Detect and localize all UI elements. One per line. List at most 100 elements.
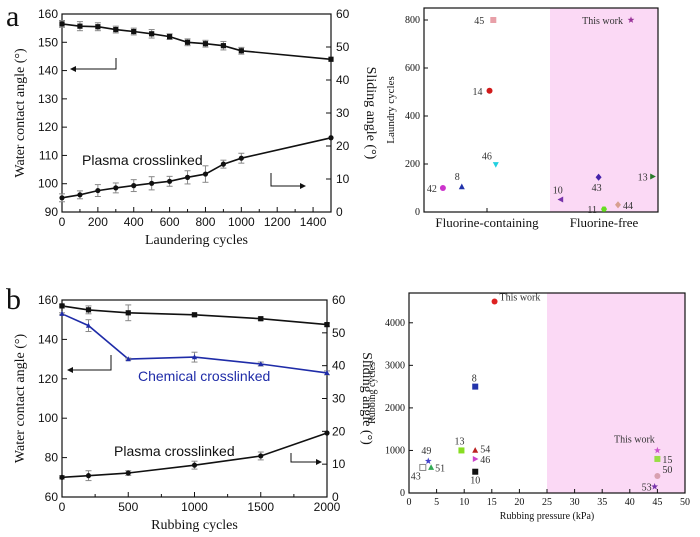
b-right-point-label: This work <box>614 434 655 445</box>
a-left-ytick-label: 110 <box>39 148 58 162</box>
a-left-point <box>59 195 65 201</box>
a-left-point <box>77 23 83 29</box>
b-right-xtick-label: 15 <box>487 497 497 508</box>
b-right-point <box>654 446 661 454</box>
b-right-point <box>651 483 659 490</box>
b-left-annotation-plasma: Plasma crosslinked <box>114 443 235 459</box>
a-right-point <box>439 185 446 191</box>
a-right-point <box>627 16 635 23</box>
a-left-arrow-right <box>270 173 302 187</box>
a-right-point-label: 14 <box>473 87 483 98</box>
a-right-point <box>492 162 499 168</box>
b-left-y2tick-label: 10 <box>332 457 346 471</box>
a-left-xtick-label: 1400 <box>300 215 327 229</box>
b-left-ytick-label: 80 <box>45 451 59 465</box>
b-left-point <box>125 470 131 476</box>
b-left-y2tick-label: 30 <box>332 392 346 406</box>
b-right-ytick-label: 2000 <box>385 403 405 414</box>
panel-label-a: a <box>6 0 20 33</box>
a-left-ytick-label: 90 <box>45 205 59 219</box>
b-right-point-label: This work <box>500 293 541 304</box>
a-right-point-label: This work <box>582 16 623 27</box>
b-left-point <box>125 356 131 362</box>
a-left-y2tick-label: 40 <box>336 73 350 87</box>
a-right-point <box>490 17 497 23</box>
a-left-y2tick-label: 10 <box>336 172 350 186</box>
b-left-point <box>125 310 131 316</box>
a-left-point <box>59 21 65 27</box>
a-right-point <box>615 201 621 209</box>
b-left-point <box>85 473 92 479</box>
b-right-point <box>428 464 435 470</box>
b-right-ytick-label: 1000 <box>385 445 405 456</box>
a-left-xtick-label: 400 <box>124 215 144 229</box>
a-right-ylabel: Laundry cycles <box>385 76 397 144</box>
a-left-ytick-label: 120 <box>38 120 58 134</box>
a-left-y2label: Sliding angle (°) <box>363 67 378 160</box>
b-left-y2tick-label: 40 <box>332 359 346 373</box>
b-left-ytick-label: 60 <box>45 490 59 504</box>
b-left-point <box>324 370 330 375</box>
b-left-y2label: Sliding angle (°) <box>359 352 374 445</box>
b-left-xtick-label: 1000 <box>181 500 208 514</box>
a-left-point <box>167 178 173 184</box>
b-left-point <box>59 310 65 316</box>
b-left-annotation-chemical: Chemical crosslinked <box>138 368 270 384</box>
a-right-point-label: 13 <box>638 172 648 183</box>
a-right-point-label: 43 <box>592 183 602 194</box>
a-left-arrow-left <box>73 58 117 70</box>
b-left-arrow-right <box>290 453 318 463</box>
a-right-point <box>557 196 564 203</box>
b-left-xtick-label: 500 <box>118 500 138 514</box>
a-left-y2tick-label: 50 <box>336 40 350 54</box>
a-left-y2tick-label: 20 <box>336 139 350 153</box>
b-left-xtick-label: 0 <box>59 500 66 514</box>
b-right-xtick-label: 45 <box>652 497 662 508</box>
a-right-ytick-label: 0 <box>415 207 420 218</box>
b-left-point <box>258 453 264 459</box>
b-right-xtick-label: 35 <box>597 497 607 508</box>
a-right-point <box>601 206 607 212</box>
b-left-series-line-2 <box>61 432 328 479</box>
a-left-xlabel: Laundering cycles <box>145 233 248 248</box>
a-left-point <box>238 48 244 54</box>
b-right-point <box>654 455 661 462</box>
a-left-ytick-label: 130 <box>38 92 58 106</box>
a-right-point-label: 46 <box>482 151 492 162</box>
b-right-point <box>472 383 479 390</box>
b-right-point-label: 50 <box>662 465 672 476</box>
b-left-ytick-label: 140 <box>38 332 58 346</box>
a-right-ytick-label: 400 <box>405 111 420 122</box>
b-left-ylabel: Water contact angle (°) <box>13 334 28 464</box>
a-right-point <box>458 183 465 190</box>
b-left-point <box>191 462 198 468</box>
a-right-point <box>650 173 656 180</box>
a-right-ytick-label: 600 <box>405 63 420 74</box>
b-left-point <box>85 322 92 328</box>
a-left-series-line-0 <box>61 23 332 61</box>
b-right-xtick-label: 20 <box>514 497 524 508</box>
b-left-point <box>191 354 198 360</box>
a-right-category-label: Fluorine-free <box>570 215 639 230</box>
a-right-shaded-region <box>550 8 658 212</box>
a-right-point-label: 42 <box>427 184 437 195</box>
a-right-point-label: 8 <box>455 172 460 183</box>
b-left-y2tick-label: 20 <box>332 424 346 438</box>
a-left-point <box>149 31 155 37</box>
a-right-point-label: 10 <box>553 186 563 197</box>
a-left-point <box>113 185 119 191</box>
b-left-arrow-right-head <box>316 459 322 465</box>
a-left-y2tick-label: 60 <box>336 7 350 21</box>
a-left-point <box>131 183 137 189</box>
a-left-point <box>220 161 226 167</box>
a-left-series-line-1 <box>61 137 332 199</box>
b-left-point <box>191 312 198 318</box>
a-left-xtick-label: 0 <box>59 215 66 229</box>
b-right-ytick-label: 0 <box>400 488 405 499</box>
a-left-xtick-label: 800 <box>195 215 215 229</box>
b-left-xlabel: Rubbing cycles <box>151 518 238 533</box>
a-left-arrow-left-head <box>70 66 76 72</box>
a-left-point <box>77 192 83 198</box>
b-left-y2tick-label: 0 <box>332 490 339 504</box>
b-left-ytick-label: 100 <box>38 411 58 425</box>
